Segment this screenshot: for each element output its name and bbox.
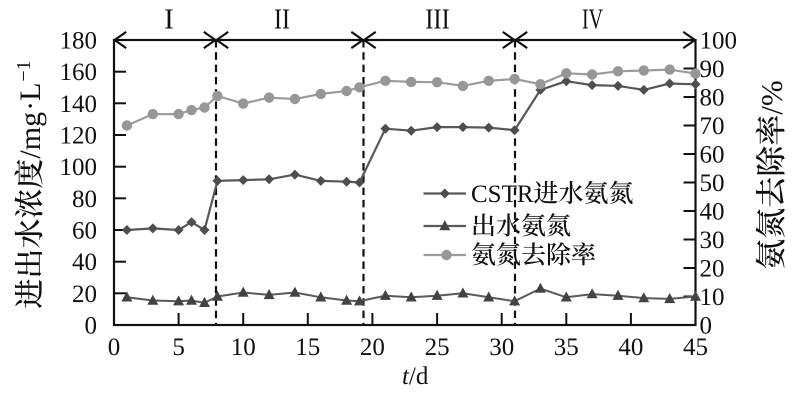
svg-text:III: III bbox=[425, 4, 450, 36]
svg-text:30: 30 bbox=[700, 227, 725, 254]
svg-text:90: 90 bbox=[700, 56, 725, 83]
svg-text:5: 5 bbox=[172, 334, 185, 361]
svg-text:15: 15 bbox=[295, 334, 320, 361]
svg-text:50: 50 bbox=[700, 170, 725, 197]
svg-text:80: 80 bbox=[700, 85, 725, 112]
svg-text:70: 70 bbox=[700, 113, 725, 140]
svg-text:100: 100 bbox=[700, 28, 738, 55]
svg-text:25: 25 bbox=[425, 334, 450, 361]
svg-text:120: 120 bbox=[60, 123, 98, 150]
svg-text:40: 40 bbox=[618, 334, 643, 361]
svg-text:CSTR: CSTR bbox=[471, 181, 534, 208]
svg-text:/d: /d bbox=[409, 363, 429, 390]
svg-text:40: 40 bbox=[700, 199, 725, 226]
svg-text:I: I bbox=[164, 4, 174, 36]
svg-text:40: 40 bbox=[72, 249, 97, 276]
svg-text:10: 10 bbox=[700, 284, 725, 311]
svg-text:35: 35 bbox=[554, 334, 579, 361]
svg-text:60: 60 bbox=[700, 142, 725, 169]
svg-text:30: 30 bbox=[489, 334, 514, 361]
svg-text:20: 20 bbox=[72, 281, 97, 308]
svg-text:20: 20 bbox=[360, 334, 385, 361]
svg-text:160: 160 bbox=[60, 59, 98, 86]
svg-text:0: 0 bbox=[108, 334, 121, 361]
svg-text:/mg: /mg bbox=[14, 112, 47, 159]
svg-text:10: 10 bbox=[231, 334, 256, 361]
svg-text:45: 45 bbox=[683, 334, 708, 361]
svg-text:180: 180 bbox=[60, 28, 98, 55]
svg-text:140: 140 bbox=[60, 91, 98, 118]
svg-text:80: 80 bbox=[72, 186, 97, 213]
svg-text:·L: ·L bbox=[14, 83, 47, 111]
svg-text:IV: IV bbox=[582, 4, 603, 36]
svg-text:t: t bbox=[402, 363, 410, 390]
svg-text:II: II bbox=[274, 4, 290, 36]
svg-text:0: 0 bbox=[700, 313, 713, 340]
svg-text:60: 60 bbox=[72, 218, 97, 245]
svg-text:−1: −1 bbox=[13, 60, 35, 81]
svg-text:/%: /% bbox=[754, 80, 789, 114]
svg-text:0: 0 bbox=[85, 313, 98, 340]
svg-text:20: 20 bbox=[700, 256, 725, 283]
svg-text:100: 100 bbox=[60, 154, 98, 181]
